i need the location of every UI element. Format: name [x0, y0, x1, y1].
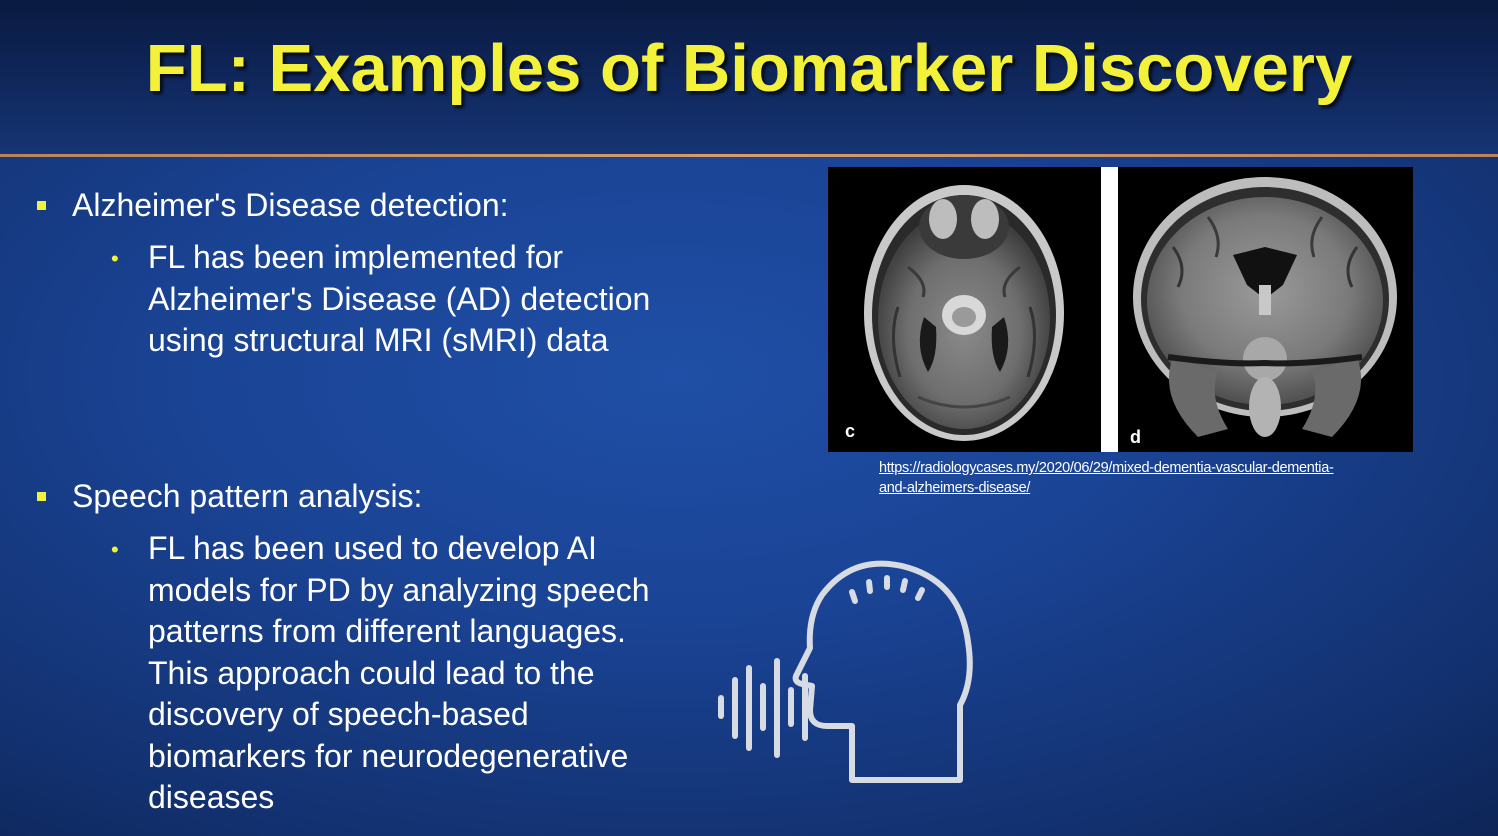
panel-label-c: c [845, 421, 855, 441]
bullet-alzheimers: Alzheimer's Disease detection: [72, 187, 509, 223]
sub-bullet-alzheimers: FL has been implemented for Alzheimer's … [148, 237, 728, 362]
sub-line: models for PD by analyzing speech [148, 571, 650, 608]
credit-line: and-alzheimers-disease/ [879, 480, 1031, 496]
sub-bullet-speech: FL has been used to develop AI models fo… [148, 528, 728, 819]
sub-line: biomarkers for neurodegenerative [148, 737, 629, 774]
dot-bullet-icon: • [111, 537, 119, 562]
sub-line: patterns from different languages. [148, 613, 626, 649]
sub-line: discovery of speech-based [148, 696, 529, 732]
credit-line: https://radiologycases.my/2020/06/29/mix… [879, 460, 1334, 476]
sub-line: FL has been implemented for [148, 239, 564, 275]
square-bullet-icon [37, 201, 46, 210]
sub-line: FL has been used to develop AI [148, 530, 597, 566]
title-bar [0, 0, 1498, 156]
slide-title: FL: Examples of Biomarker Discovery [145, 31, 1353, 106]
dot-bullet-icon: • [111, 246, 119, 271]
speaking-head-icon [712, 550, 982, 795]
sub-line: This approach could lead to the [148, 654, 595, 691]
title-divider [0, 154, 1498, 157]
square-bullet-icon [37, 492, 46, 501]
axial-mri-panel: c [828, 167, 1101, 452]
panel-label-d: d [1130, 427, 1141, 447]
bullet-speech: Speech pattern analysis: [72, 478, 423, 514]
sub-line: diseases [148, 779, 275, 815]
sub-line: using structural MRI (sMRI) data [148, 322, 609, 358]
image-credit-link[interactable]: https://radiologycases.my/2020/06/29/mix… [879, 458, 1439, 498]
mri-image: c d [828, 167, 1413, 452]
coronal-mri-panel: d [1118, 167, 1413, 452]
sub-line: Alzheimer's Disease (AD) detection [148, 280, 651, 317]
